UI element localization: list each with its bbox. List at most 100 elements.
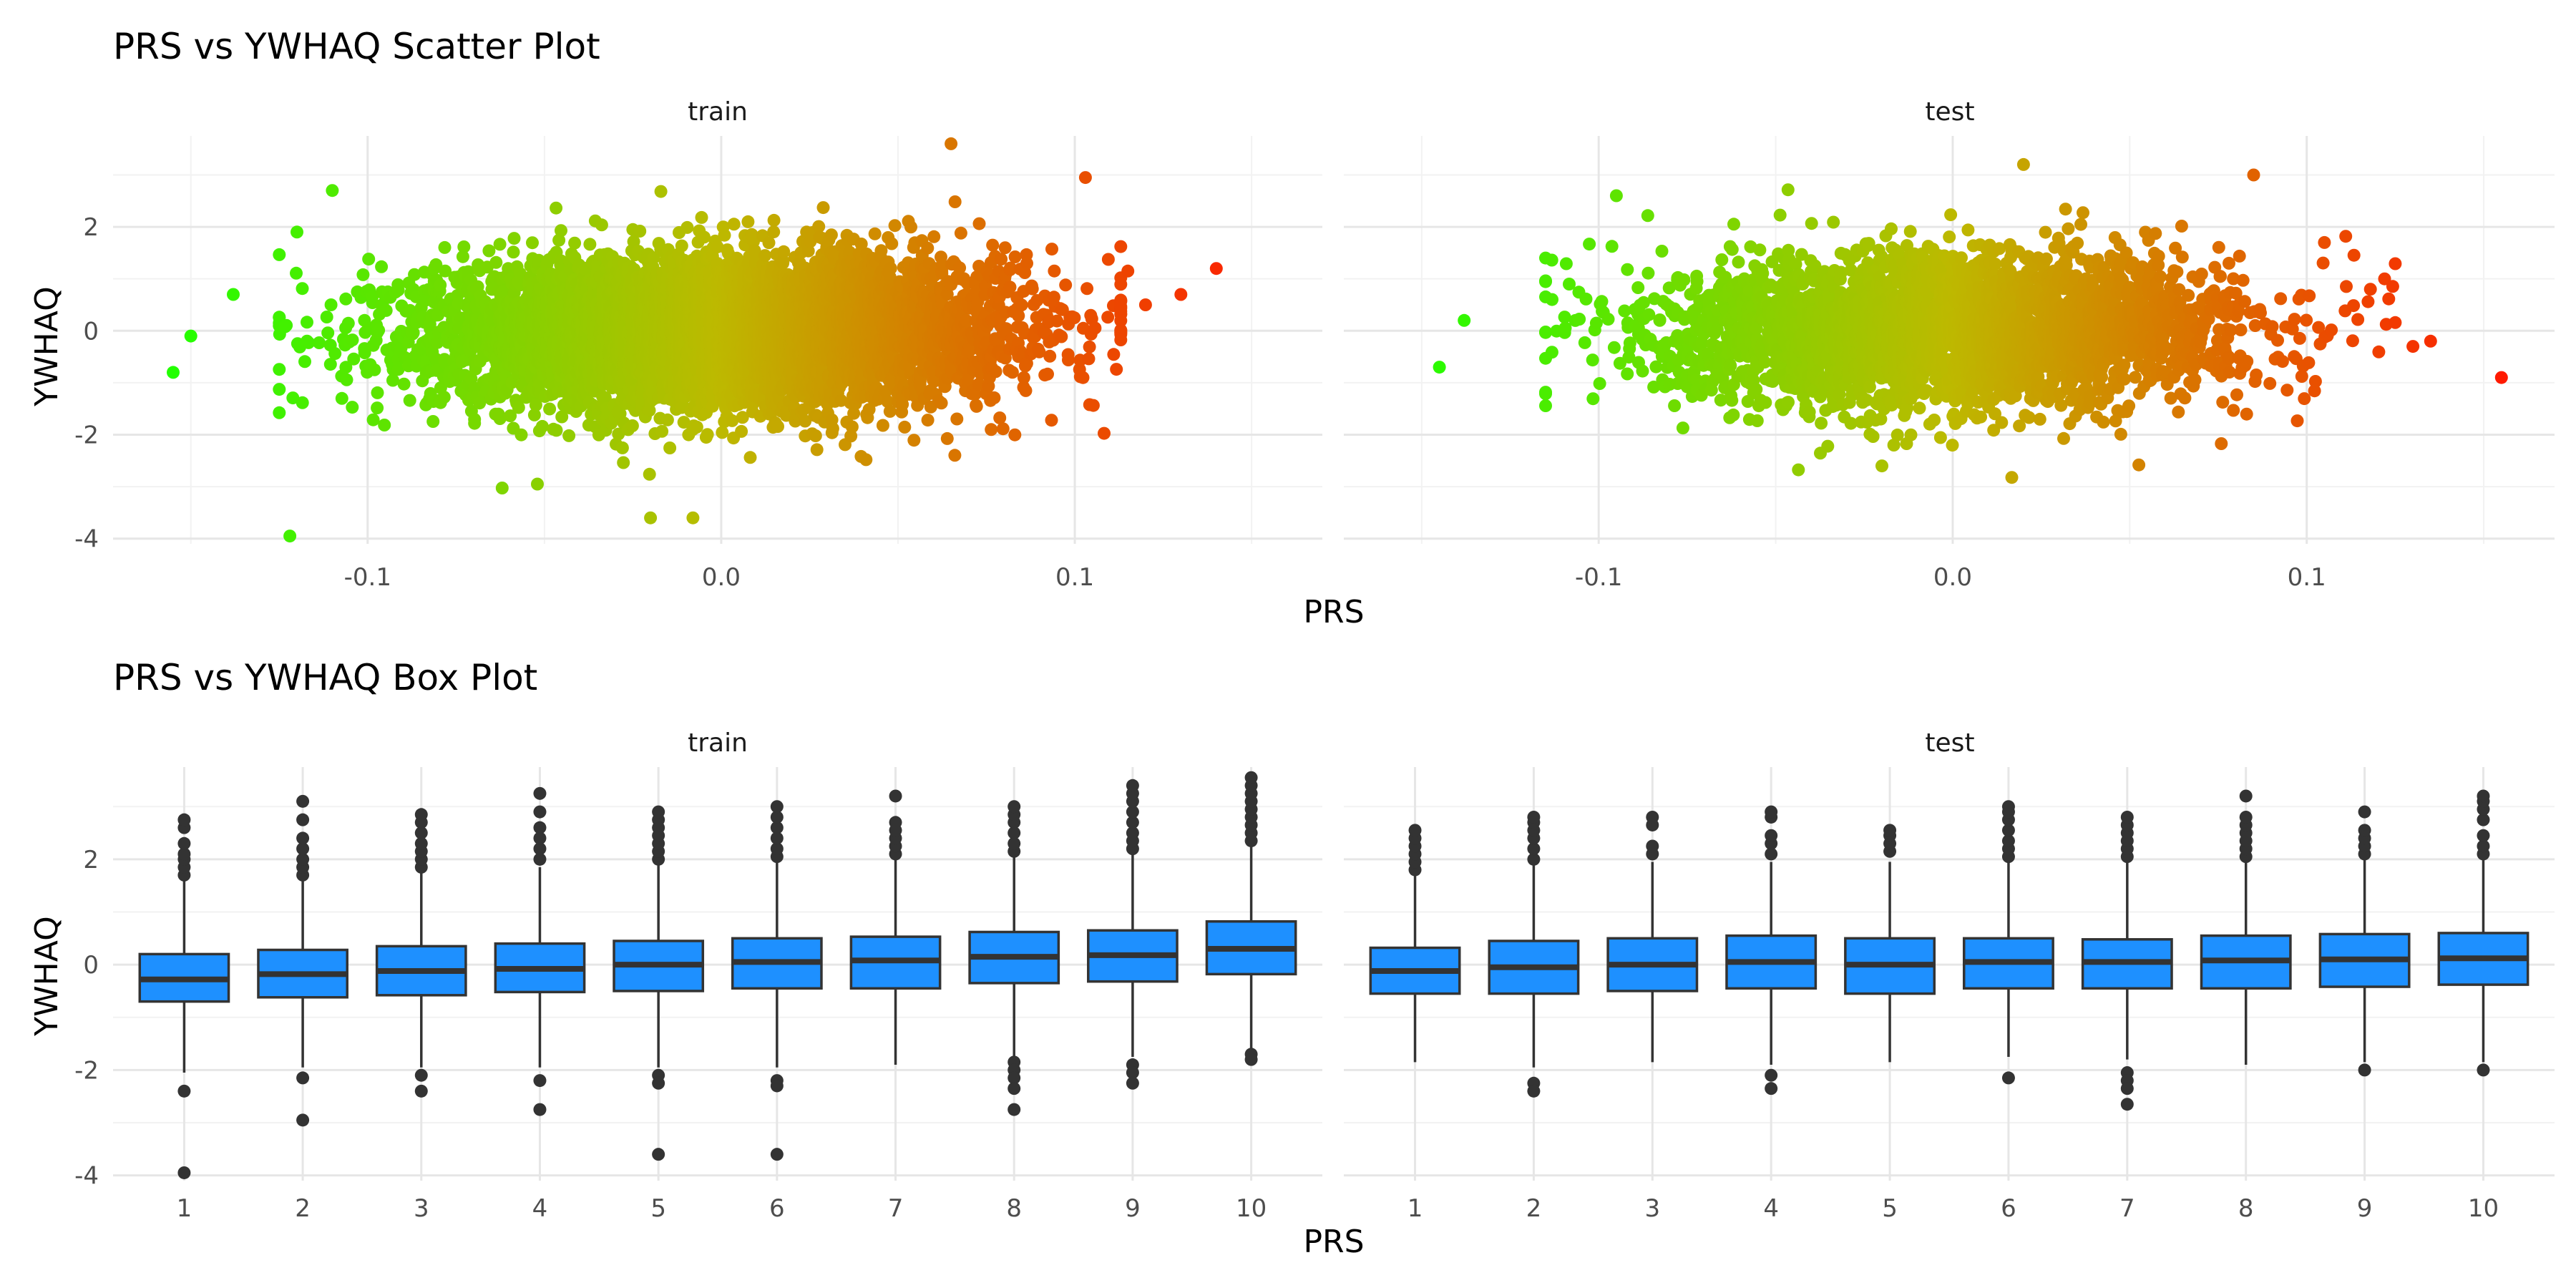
- scatter-point: [379, 303, 393, 317]
- scatter-point: [675, 239, 688, 253]
- scatter-point: [431, 336, 444, 349]
- scatter-point: [767, 213, 781, 227]
- scatter-point: [758, 249, 772, 263]
- scatter-point: [493, 412, 507, 425]
- scatter-point: [507, 245, 520, 259]
- scatter-point: [644, 511, 658, 525]
- scatter-point: [339, 361, 353, 374]
- scatter-point: [347, 352, 361, 366]
- scatter-point: [280, 318, 293, 332]
- scatter-point: [529, 399, 542, 411]
- scatter-point: [298, 355, 311, 369]
- scatter-point: [346, 401, 359, 414]
- scatter-point: [633, 225, 647, 238]
- scatter-point: [583, 238, 597, 251]
- scatter-title: PRS vs YWHAQ Scatter Plot: [113, 26, 600, 67]
- scatter-point: [371, 401, 384, 415]
- scatter-point: [504, 409, 517, 423]
- scatter-point: [366, 413, 380, 426]
- scatter-point: [324, 298, 338, 311]
- scatter-point: [457, 240, 471, 253]
- scatter-point: [468, 413, 482, 426]
- scatter-point: [514, 267, 527, 280]
- scatter-point: [368, 363, 381, 376]
- scatter-point: [727, 218, 741, 231]
- scatter-point: [340, 373, 353, 386]
- scatter-panel-train: [113, 136, 1322, 544]
- scatter-point: [663, 441, 677, 454]
- scatter-point: [686, 511, 700, 525]
- scatter-point: [493, 238, 507, 251]
- scatter-point: [227, 288, 240, 301]
- scatter-point: [437, 391, 451, 404]
- scatter-point: [371, 386, 384, 399]
- scatter-point: [426, 415, 440, 428]
- scatter-point: [514, 428, 528, 441]
- scatter-point: [771, 420, 784, 433]
- scatter-point: [321, 326, 335, 340]
- scatter-point: [695, 210, 708, 224]
- scatter-point: [397, 377, 411, 391]
- scatter-point: [617, 456, 630, 469]
- scatter-point: [527, 408, 541, 421]
- scatter-point: [296, 396, 309, 409]
- scatter-point: [356, 268, 370, 281]
- scatter-point: [535, 419, 549, 433]
- scatter-point: [301, 316, 313, 329]
- scatter-point: [439, 264, 452, 278]
- scatter-point: [643, 467, 656, 481]
- scatter-point: [456, 250, 469, 263]
- scatter-point: [716, 426, 729, 439]
- scatter-point: [550, 424, 563, 437]
- scatter-point: [283, 530, 297, 543]
- scatter-point: [598, 391, 612, 404]
- scatter-point: [328, 347, 342, 361]
- scatter-point: [552, 233, 566, 247]
- scatter-point: [489, 255, 503, 269]
- scatter-point: [718, 228, 731, 242]
- scatter-point: [495, 482, 509, 494]
- scatter-point: [625, 419, 639, 432]
- scatter-point: [810, 443, 824, 457]
- scatter-point: [595, 218, 608, 232]
- scatter-point: [391, 363, 405, 376]
- scatter-point: [286, 391, 300, 405]
- scatter-point: [555, 410, 569, 424]
- scatter-point: [339, 292, 353, 306]
- scatter-point: [698, 230, 711, 244]
- scatter-point: [273, 363, 286, 376]
- scatter-point: [680, 220, 694, 234]
- scatter-point: [296, 282, 309, 296]
- scatter-strip-test: test: [1925, 97, 1974, 127]
- scatter-point: [735, 424, 748, 438]
- scatter-point: [555, 224, 567, 238]
- scatter-point: [403, 394, 416, 407]
- scatter-strip-train: train: [688, 97, 748, 127]
- scatter-point: [543, 402, 557, 416]
- scatter-point: [809, 429, 822, 442]
- scatter-point: [290, 266, 303, 280]
- scatter-point: [701, 428, 714, 441]
- scatter-point: [654, 185, 668, 198]
- scatter-point: [777, 245, 791, 258]
- scatter-point: [273, 406, 286, 419]
- scatter-point: [690, 420, 703, 434]
- scatter-point: [531, 477, 544, 491]
- scatter-point: [291, 225, 303, 239]
- scatter-point: [550, 201, 563, 215]
- scatter-point: [323, 358, 337, 371]
- scatter-point: [408, 268, 421, 281]
- scatter-point: [273, 383, 286, 396]
- scatter-point: [568, 236, 582, 250]
- scatter-point: [362, 253, 376, 266]
- scatter-point: [313, 336, 326, 349]
- scatter-point: [358, 346, 371, 359]
- scatter-point: [273, 248, 286, 261]
- scatter-point: [375, 260, 389, 273]
- scatter-point: [320, 311, 333, 323]
- scatter-point: [743, 451, 757, 464]
- scatter-point: [378, 419, 391, 431]
- scatter-point: [372, 323, 386, 337]
- scatter-point: [660, 413, 674, 426]
